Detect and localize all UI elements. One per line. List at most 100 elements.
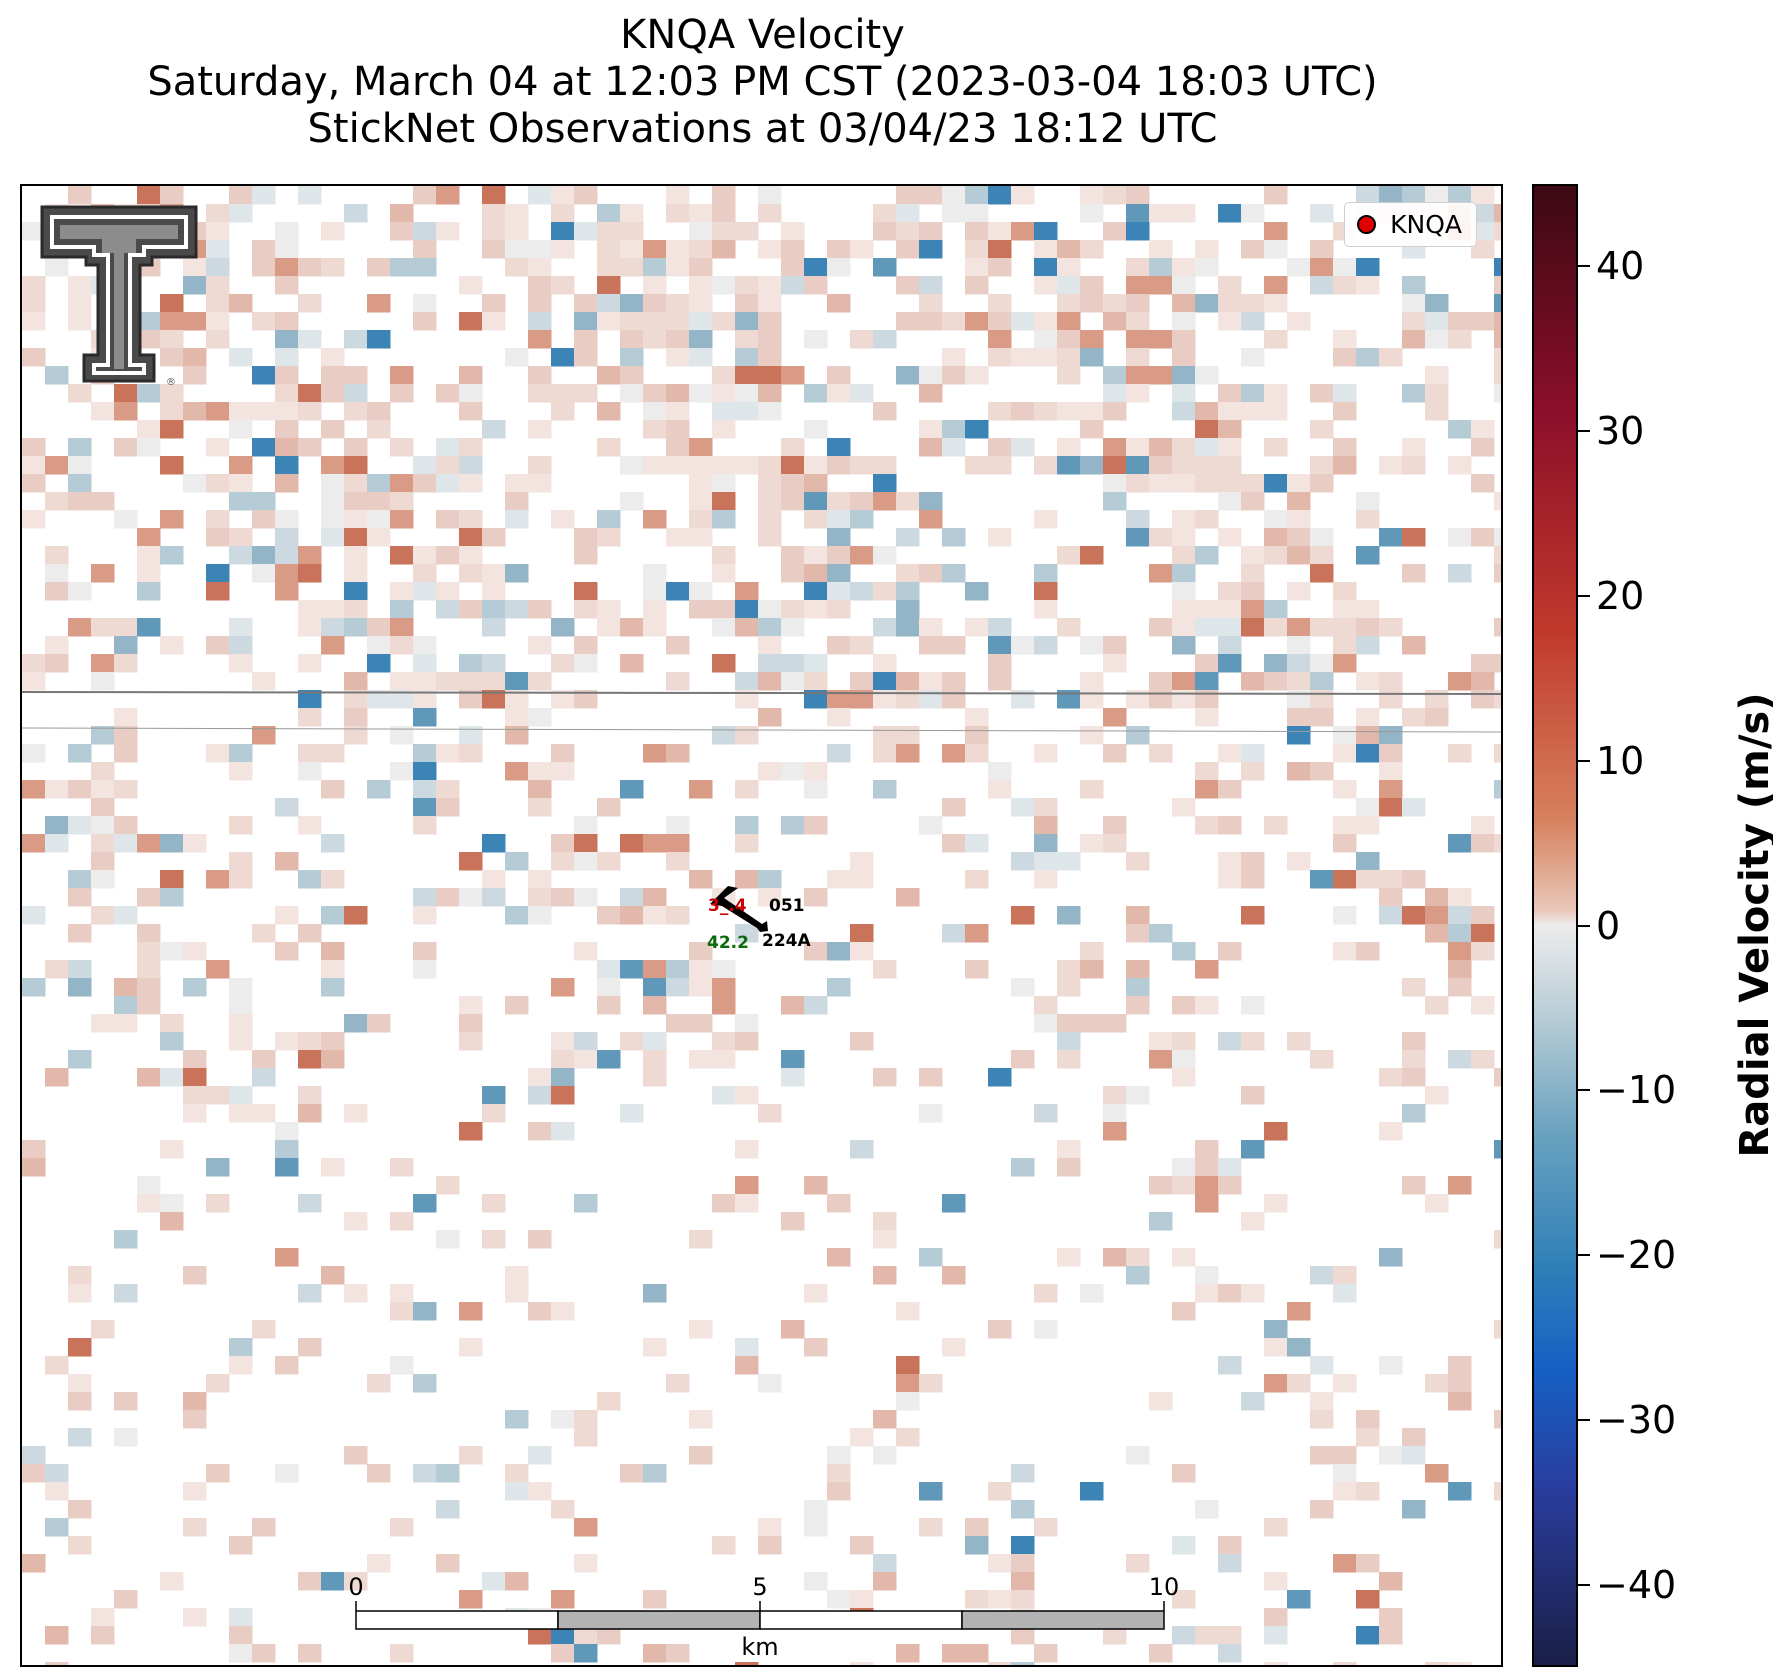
velocity-pixel bbox=[758, 312, 782, 331]
radar-map[interactable]: 3_.4 051 42.2 224A 0 5 10 km KNQA bbox=[20, 184, 1503, 1667]
velocity-pixel bbox=[781, 564, 805, 583]
velocity-pixel bbox=[1149, 1392, 1173, 1411]
velocity-pixel bbox=[1264, 1194, 1288, 1213]
velocity-pixel bbox=[643, 582, 667, 601]
velocity-pixel bbox=[620, 906, 644, 925]
velocity-pixel bbox=[850, 1590, 874, 1609]
velocity-pixel bbox=[1172, 366, 1196, 385]
velocity-pixel bbox=[735, 312, 759, 331]
velocity-pixel bbox=[1103, 654, 1127, 673]
velocity-pixel bbox=[1287, 312, 1311, 331]
velocity-pixel bbox=[804, 276, 828, 295]
velocity-pixel bbox=[1103, 222, 1127, 241]
velocity-pixel bbox=[1057, 312, 1081, 331]
velocity-pixel bbox=[1264, 618, 1288, 637]
velocity-pixel bbox=[160, 1014, 184, 1033]
velocity-pixel bbox=[712, 600, 736, 619]
velocity-pixel bbox=[298, 1032, 322, 1051]
velocity-pixel bbox=[91, 852, 115, 871]
velocity-pixel bbox=[1494, 834, 1501, 853]
velocity-pixel bbox=[781, 654, 805, 673]
velocity-pixel bbox=[229, 1086, 253, 1105]
velocity-pixel bbox=[873, 960, 897, 979]
velocity-pixel bbox=[1379, 1572, 1403, 1591]
velocity-pixel bbox=[551, 276, 575, 295]
velocity-pixel bbox=[804, 330, 828, 349]
velocity-pixel bbox=[68, 474, 92, 493]
velocity-pixel bbox=[781, 1320, 805, 1339]
velocity-pixel bbox=[827, 366, 851, 385]
velocity-pixel bbox=[1241, 474, 1265, 493]
velocity-pixel bbox=[551, 1410, 575, 1429]
velocity-pixel bbox=[551, 1050, 575, 1069]
velocity-pixel bbox=[91, 1320, 115, 1339]
velocity-pixel bbox=[1057, 294, 1081, 313]
velocity-pixel bbox=[1379, 726, 1403, 745]
velocity-pixel bbox=[1241, 996, 1265, 1015]
velocity-pixel bbox=[896, 1392, 920, 1411]
velocity-pixel bbox=[183, 312, 207, 331]
velocity-pixel bbox=[344, 1284, 368, 1303]
velocity-pixel bbox=[1494, 546, 1501, 565]
velocity-pixel bbox=[1425, 186, 1449, 205]
velocity-pixel bbox=[919, 690, 943, 709]
velocity-pixel bbox=[1333, 348, 1357, 367]
velocity-pixel bbox=[643, 888, 667, 907]
velocity-pixel bbox=[1126, 474, 1150, 493]
velocity-pixel bbox=[528, 1446, 552, 1465]
velocity-pixel bbox=[758, 1518, 782, 1537]
velocity-pixel bbox=[1034, 1014, 1058, 1033]
velocity-pixel bbox=[390, 492, 414, 511]
velocity-pixel bbox=[344, 564, 368, 583]
velocity-pixel bbox=[68, 312, 92, 331]
velocity-pixel bbox=[1195, 546, 1219, 565]
velocity-pixel bbox=[896, 564, 920, 583]
velocity-pixel bbox=[735, 348, 759, 367]
velocity-pixel bbox=[873, 492, 897, 511]
velocity-pixel bbox=[1287, 510, 1311, 529]
velocity-pixel bbox=[160, 348, 184, 367]
velocity-pixel bbox=[505, 600, 529, 619]
velocity-pixel bbox=[91, 618, 115, 637]
velocity-pixel bbox=[1103, 312, 1127, 331]
velocity-pixel bbox=[22, 654, 46, 673]
sticknet-station[interactable]: 3_.4 051 42.2 224A bbox=[707, 886, 811, 953]
velocity-pixel bbox=[321, 960, 345, 979]
velocity-pixel bbox=[482, 600, 506, 619]
velocity-pixel bbox=[1264, 1662, 1288, 1665]
velocity-pixel bbox=[114, 996, 138, 1015]
velocity-pixel bbox=[1011, 906, 1035, 925]
velocity-pixel bbox=[758, 456, 782, 475]
velocity-pixel bbox=[114, 438, 138, 457]
velocity-pixel bbox=[620, 330, 644, 349]
velocity-pixel bbox=[1195, 1176, 1219, 1195]
velocity-pixel bbox=[1218, 636, 1242, 655]
velocity-pixel bbox=[689, 492, 713, 511]
colorbar-tick-label: −10 bbox=[1596, 1068, 1677, 1113]
velocity-pixel bbox=[252, 1320, 276, 1339]
velocity-pixel bbox=[551, 654, 575, 673]
velocity-pixel bbox=[643, 996, 667, 1015]
velocity-pixel bbox=[229, 870, 253, 889]
velocity-pixel bbox=[275, 1032, 299, 1051]
velocity-pixel bbox=[459, 654, 483, 673]
velocity-pixel bbox=[689, 348, 713, 367]
legend-label: KNQA bbox=[1390, 210, 1462, 239]
velocity-pixel bbox=[965, 834, 989, 853]
velocity-pixel bbox=[1195, 960, 1219, 979]
velocity-pixel bbox=[1494, 618, 1501, 637]
velocity-pixel bbox=[298, 708, 322, 727]
velocity-pixel bbox=[988, 1320, 1012, 1339]
velocity-pixel bbox=[1218, 780, 1242, 799]
velocity-pixel bbox=[965, 744, 989, 763]
velocity-pixel bbox=[574, 1518, 598, 1537]
velocity-pixel bbox=[459, 564, 483, 583]
velocity-pixel bbox=[1264, 1320, 1288, 1339]
colorbar-tick-label: −30 bbox=[1596, 1397, 1677, 1442]
velocity-pixel bbox=[1264, 1608, 1288, 1627]
velocity-pixel bbox=[1494, 1482, 1501, 1501]
velocity-pixel bbox=[597, 438, 621, 457]
velocity-pixel bbox=[321, 528, 345, 547]
velocity-pixel bbox=[643, 978, 667, 997]
velocity-pixel bbox=[1310, 1410, 1334, 1429]
